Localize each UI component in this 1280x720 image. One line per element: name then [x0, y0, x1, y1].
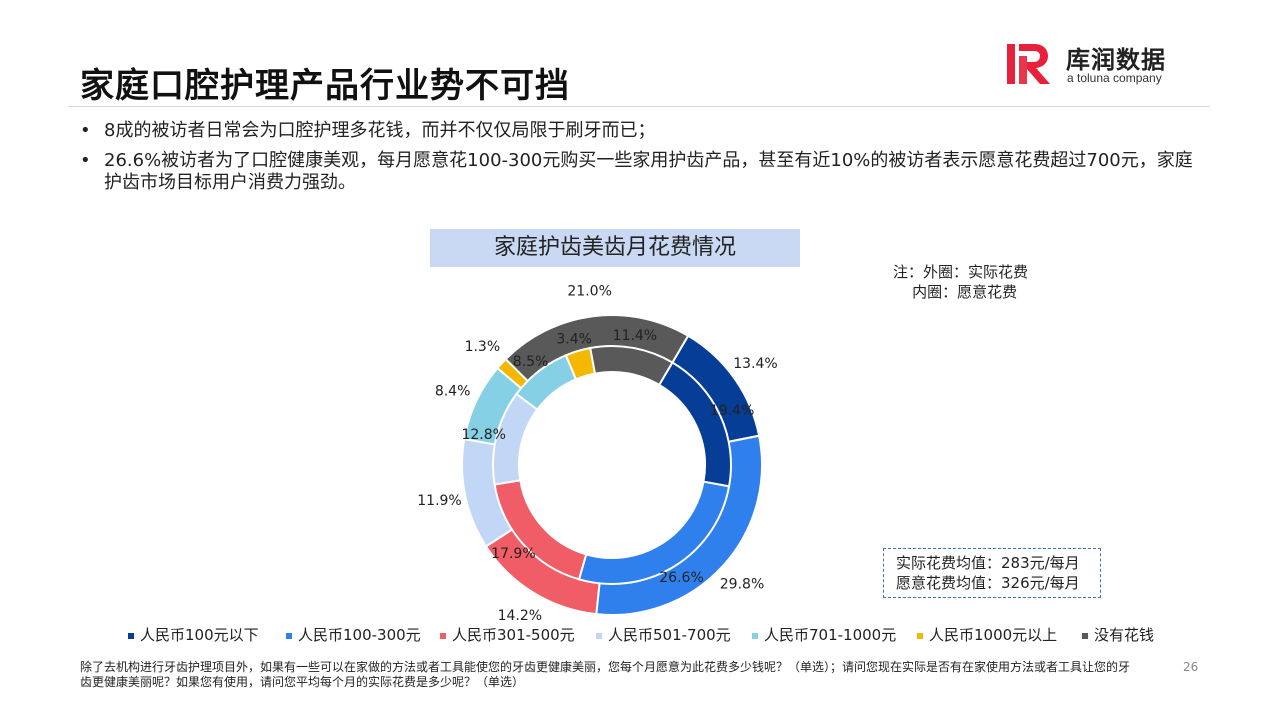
inner-ring-segment	[589, 345, 674, 387]
legend-label: 人民币1000元以上	[929, 626, 1058, 644]
bullet-item: 26.6%被访者为了口腔健康美观，每月愿意花100-300元购买一些家用护齿产品…	[80, 150, 1210, 194]
legend-label: 没有花钱	[1094, 626, 1155, 644]
legend-item: 人民币301-500元	[440, 624, 575, 646]
inner-ring-data-label: 19.4%	[710, 403, 754, 419]
bullet-item: 8成的被访者日常会为口腔护理多花钱，而并不仅仅局限于刷牙而已；	[80, 120, 1210, 142]
outer-ring-data-label: 13.4%	[733, 356, 777, 372]
legend-swatch	[286, 632, 292, 639]
bullet-list: 8成的被访者日常会为口腔护理多花钱，而并不仅仅局限于刷牙而已； 26.6%被访者…	[80, 120, 1210, 202]
kurun-logo-icon	[1007, 44, 1050, 84]
inner-ring-data-label: 11.4%	[613, 328, 657, 344]
legend-item: 人民币501-700元	[596, 624, 731, 646]
average-spending-box: 实际花费均值：283元/每月 愿意花费均值：326元/每月	[883, 548, 1101, 598]
page-title: 家庭口腔护理产品行业势不可挡	[80, 66, 570, 106]
note-inner-ring: 内圈：愿意花费	[893, 283, 1018, 301]
legend-label: 人民币701-1000元	[764, 626, 897, 644]
legend-swatch	[440, 632, 446, 639]
page-number: 26	[1183, 660, 1199, 674]
outer-ring-data-label: 21.0%	[567, 283, 611, 299]
legend-swatch	[1082, 632, 1088, 639]
outer-ring-data-label: 11.9%	[417, 493, 461, 509]
inner-ring-data-label: 8.5%	[513, 354, 549, 370]
title-divider	[68, 106, 1210, 107]
legend-swatch	[752, 632, 758, 639]
legend-label: 人民币100-300元	[298, 626, 421, 644]
inner-ring-data-label: 26.6%	[659, 570, 703, 586]
legend-item: 人民币701-1000元	[752, 624, 896, 646]
outer-ring-data-label: 1.3%	[465, 339, 501, 355]
outer-ring-data-label: 14.2%	[498, 608, 542, 624]
chart-note: 注：外圈：实际花费 内圈：愿意花费	[893, 262, 1028, 302]
legend-item: 没有花钱	[1082, 624, 1154, 646]
chart-legend: 人民币100元以下 人民币100-300元 人民币301-500元 人民币501…	[0, 624, 1280, 648]
legend-label: 人民币501-700元	[608, 626, 731, 644]
legend-swatch	[596, 632, 602, 639]
legend-label: 人民币100元以下	[140, 626, 259, 644]
inner-ring-data-label: 12.8%	[461, 427, 505, 443]
legend-label: 人民币301-500元	[452, 626, 575, 644]
legend-item: 人民币100-300元	[286, 624, 421, 646]
note-outer-ring: 注：外圈：实际花费	[893, 263, 1029, 281]
outer-ring-data-label: 29.8%	[720, 577, 764, 593]
legend-item: 人民币100元以下	[128, 624, 259, 646]
logo-subtitle: a toluna company	[1067, 71, 1162, 85]
legend-swatch	[917, 632, 923, 639]
legend-item: 人民币1000元以上	[917, 624, 1057, 646]
inner-ring-data-label: 17.9%	[491, 546, 535, 562]
logo-name: 库润数据	[1066, 46, 1166, 74]
outer-ring-data-label: 8.4%	[435, 383, 471, 399]
inner-ring-data-label: 3.4%	[556, 332, 592, 348]
footnote: 除了去机构进行牙齿护理项目外，如果有一些可以在家做的方法或者工具能使您的牙齿更健…	[80, 660, 1131, 689]
company-logo: 库润数据 a toluna company	[1004, 40, 1194, 88]
actual-average: 实际花费均值：283元/每月	[896, 554, 1080, 572]
legend-swatch	[128, 632, 134, 639]
chart-title: 家庭护齿美齿月花费情况	[430, 229, 800, 267]
willing-average: 愿意花费均值：326元/每月	[896, 574, 1080, 592]
